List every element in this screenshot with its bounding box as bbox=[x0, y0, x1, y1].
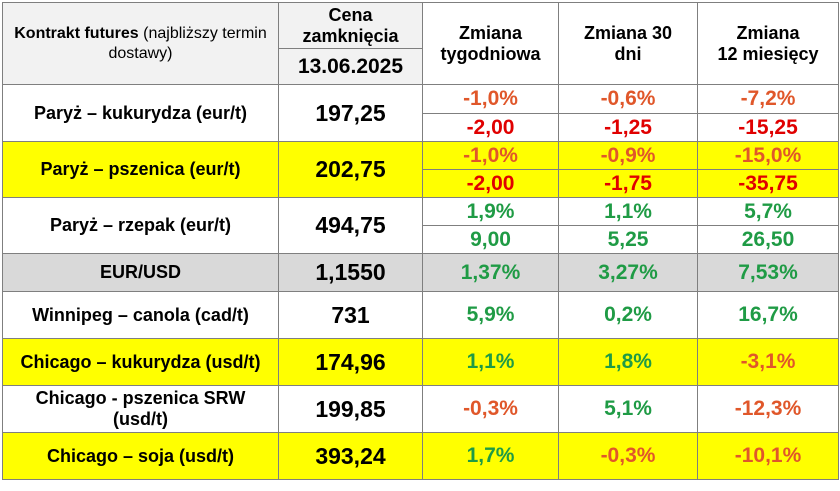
m12-change-pct: -10,1% bbox=[697, 432, 839, 480]
contract-name: Chicago – soja (usd/t) bbox=[2, 432, 279, 480]
close-price: 494,75 bbox=[278, 197, 423, 254]
weekly-change-pct: 1,1% bbox=[422, 338, 559, 386]
weekly-change-pct: -0,3% bbox=[422, 385, 559, 433]
close-date: 13.06.2025 bbox=[278, 48, 423, 85]
m12-change-pct: 7,53% bbox=[697, 253, 839, 292]
close-price: 197,25 bbox=[278, 84, 423, 142]
weekly-change-pct: 1,37% bbox=[422, 253, 559, 292]
table-row: 9,00 5,25 26,50 bbox=[3, 225, 839, 254]
contract-column-header: Kontrakt futures (najbliższy termin dost… bbox=[2, 2, 279, 85]
table-row: Chicago – soja (usd/t) 393,24 1,7% -0,3%… bbox=[2, 432, 839, 480]
close-price: 1,1550 bbox=[278, 253, 423, 292]
close-price: 731 bbox=[278, 291, 423, 339]
table-row: Chicago – kukurydza (usd/t) 174,96 1,1% … bbox=[2, 338, 839, 386]
contract-header-light: (najbliższy termin dostawy) bbox=[108, 24, 267, 62]
m12-change-pct: -7,2% bbox=[697, 84, 839, 114]
m12-change-abs: 26,50 bbox=[697, 225, 839, 254]
d30-change-pct: 1,1% bbox=[558, 197, 698, 226]
close-price: 202,75 bbox=[278, 141, 423, 198]
d30-change-pct: -0,6% bbox=[558, 84, 698, 114]
contract-name: Paryż – pszenica (eur/t) bbox=[2, 141, 279, 198]
weekly-change-pct: -1,0% bbox=[422, 84, 559, 114]
close-price: 174,96 bbox=[278, 338, 423, 386]
table-row: Paryż – kukurydza (eur/t) 197,25 -1,0% -… bbox=[2, 84, 839, 142]
weekly-change-abs: -2,00 bbox=[422, 169, 559, 198]
close-price: 199,85 bbox=[278, 385, 423, 433]
m12-change-pct: 16,7% bbox=[697, 291, 839, 339]
m12-change-pct: -15,0% bbox=[697, 141, 839, 170]
weekly-header-line2: tygodniowa bbox=[440, 43, 541, 64]
table-row: -2,00 -1,25 -15,25 bbox=[3, 113, 839, 142]
table-row: -2,00 -1,75 -35,75 bbox=[3, 169, 839, 198]
m12-change-pct: 5,7% bbox=[697, 197, 839, 226]
d30-header-line2: dni bbox=[614, 43, 642, 64]
m12-change-header: Zmiana 12 miesięcy bbox=[697, 2, 839, 85]
d30-change-abs: -1,25 bbox=[558, 113, 698, 142]
contract-name: EUR/USD bbox=[2, 253, 279, 292]
weekly-change-abs: 9,00 bbox=[422, 225, 559, 254]
m12-change-pct: -12,3% bbox=[697, 385, 839, 433]
contract-name: Paryż – rzepak (eur/t) bbox=[2, 197, 279, 254]
close-price-header: Cena zamknięcia bbox=[278, 2, 423, 49]
d30-change-pct: -0,9% bbox=[558, 141, 698, 170]
d30-header-line1: Zmiana 30 bbox=[583, 22, 673, 43]
weekly-change-pct: 1,7% bbox=[422, 432, 559, 480]
table-row: Winnipeg – canola (cad/t) 731 5,9% 0,2% … bbox=[2, 291, 839, 339]
d30-change-pct: -0,3% bbox=[558, 432, 698, 480]
weekly-change-pct: 1,9% bbox=[422, 197, 559, 226]
table-row: Paryż – rzepak (eur/t) 494,75 1,9% 1,1% … bbox=[2, 197, 839, 254]
weekly-change-abs: -2,00 bbox=[422, 113, 559, 142]
table-row: Paryż – pszenica (eur/t) 202,75 -1,0% -0… bbox=[2, 141, 839, 198]
table-row: Chicago - pszenica SRW (usd/t) 199,85 -0… bbox=[2, 385, 839, 433]
m12-change-abs: -35,75 bbox=[697, 169, 839, 198]
contract-name: Winnipeg – canola (cad/t) bbox=[2, 291, 279, 339]
futures-table: Kontrakt futures (najbliższy termin dost… bbox=[2, 2, 839, 480]
d30-change-abs: 5,25 bbox=[558, 225, 698, 254]
weekly-header-line1: Zmiana bbox=[458, 22, 523, 43]
close-header-line1: Cena bbox=[328, 4, 373, 25]
m12-change-pct: -3,1% bbox=[697, 338, 839, 386]
contract-name: Chicago - pszenica SRW (usd/t) bbox=[2, 385, 279, 433]
m12-header-line1: Zmiana bbox=[736, 22, 800, 43]
table-row: EUR/USD 1,1550 1,37% 3,27% 7,53% bbox=[2, 253, 839, 292]
contract-name: Paryż – kukurydza (eur/t) bbox=[2, 84, 279, 142]
d30-change-pct: 1,8% bbox=[558, 338, 698, 386]
weekly-change-header: Zmiana tygodniowa bbox=[422, 2, 559, 85]
m12-header-line2: 12 miesięcy bbox=[717, 43, 819, 64]
m12-change-abs: -15,25 bbox=[697, 113, 839, 142]
contract-name: Chicago – kukurydza (usd/t) bbox=[2, 338, 279, 386]
d30-change-pct: 3,27% bbox=[558, 253, 698, 292]
close-price: 393,24 bbox=[278, 432, 423, 480]
contract-header-bold: Kontrakt futures bbox=[14, 24, 139, 42]
d30-change-pct: 5,1% bbox=[558, 385, 698, 433]
weekly-change-pct: 5,9% bbox=[422, 291, 559, 339]
d30-change-pct: 0,2% bbox=[558, 291, 698, 339]
weekly-change-pct: -1,0% bbox=[422, 141, 559, 170]
close-header-line2: zamknięcia bbox=[302, 25, 399, 46]
d30-change-header: Zmiana 30 dni bbox=[558, 2, 698, 85]
d30-change-abs: -1,75 bbox=[558, 169, 698, 198]
